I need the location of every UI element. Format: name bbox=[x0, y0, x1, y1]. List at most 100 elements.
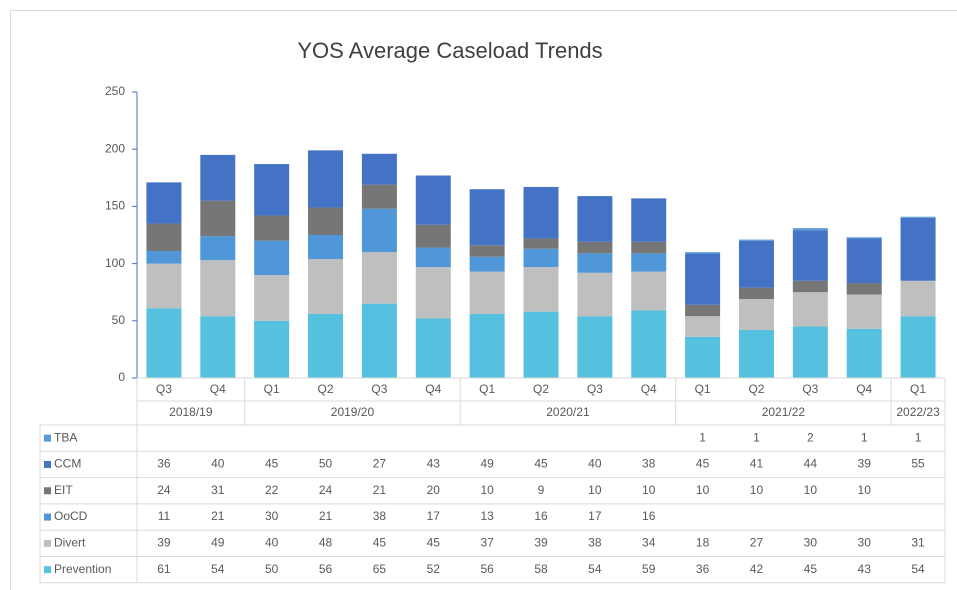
table-value: 45 bbox=[427, 536, 441, 550]
legend-swatch bbox=[44, 566, 51, 574]
bar-segment bbox=[631, 198, 667, 242]
bar-segment bbox=[631, 253, 667, 272]
y-tick-label: 150 bbox=[105, 199, 125, 213]
table-value: 38 bbox=[373, 509, 387, 523]
bar-segment bbox=[792, 326, 828, 378]
bar-segment bbox=[846, 294, 882, 329]
bar-segment bbox=[900, 316, 936, 378]
x-tick-label: Q4 bbox=[425, 382, 441, 396]
table-value: 45 bbox=[534, 457, 548, 471]
group-label: 2019/20 bbox=[331, 405, 375, 419]
bar-segment bbox=[200, 316, 236, 378]
group-label: 2018/19 bbox=[169, 405, 213, 419]
table-value: 45 bbox=[804, 562, 818, 576]
table-value: 10 bbox=[804, 483, 818, 497]
table-value: 40 bbox=[265, 536, 279, 550]
bar-segment bbox=[308, 150, 344, 208]
table-value: 48 bbox=[319, 536, 333, 550]
bar-segment bbox=[254, 215, 290, 241]
table-value: 61 bbox=[157, 562, 171, 576]
table-value: 40 bbox=[588, 457, 602, 471]
bar-segment bbox=[469, 189, 505, 246]
bar-segment bbox=[846, 238, 882, 284]
table-value: 31 bbox=[211, 483, 225, 497]
group-label: 2022/23 bbox=[896, 405, 940, 419]
legend-label: TBA bbox=[54, 430, 77, 444]
x-tick-label: Q1 bbox=[910, 382, 926, 396]
table-value: 43 bbox=[427, 457, 441, 471]
bar-segment bbox=[738, 299, 774, 330]
table-value: 24 bbox=[319, 483, 333, 497]
bar-segment bbox=[792, 292, 828, 327]
x-tick-label: Q3 bbox=[802, 382, 818, 396]
table-value: 17 bbox=[427, 509, 441, 523]
bar-segment bbox=[685, 252, 721, 254]
x-tick-label: Q3 bbox=[156, 382, 172, 396]
bar-segment bbox=[523, 238, 559, 249]
table-value: 55 bbox=[911, 457, 925, 471]
bar-segment bbox=[308, 235, 344, 260]
bar-segment bbox=[685, 253, 721, 305]
bar-segment bbox=[469, 256, 505, 272]
bar-segment bbox=[469, 245, 505, 257]
x-tick-label: Q3 bbox=[371, 382, 387, 396]
bar-segment bbox=[361, 184, 397, 209]
bar-segment bbox=[577, 241, 613, 254]
bar-segment bbox=[846, 283, 882, 295]
y-tick-label: 100 bbox=[105, 256, 125, 270]
bar-segment bbox=[200, 154, 236, 201]
bar-segment bbox=[415, 175, 451, 225]
table-value: 11 bbox=[158, 509, 171, 523]
x-tick-label: Q1 bbox=[264, 382, 280, 396]
table-value: 30 bbox=[858, 536, 872, 550]
table-value: 10 bbox=[588, 483, 602, 497]
table-value: 58 bbox=[534, 562, 548, 576]
legend-label: EIT bbox=[54, 483, 73, 497]
bar-segment bbox=[415, 318, 451, 378]
table-value: 1 bbox=[699, 430, 706, 444]
bar-segment bbox=[200, 260, 236, 317]
table-value: 38 bbox=[588, 536, 602, 550]
x-tick-label: Q4 bbox=[210, 382, 226, 396]
table-value: 16 bbox=[642, 509, 656, 523]
x-tick-label: Q2 bbox=[533, 382, 549, 396]
bar-segment bbox=[361, 153, 397, 185]
x-tick-label: Q1 bbox=[695, 382, 711, 396]
table-value: 30 bbox=[265, 509, 279, 523]
table-value: 65 bbox=[373, 562, 387, 576]
bar-segment bbox=[631, 310, 667, 378]
table-value: 31 bbox=[911, 536, 925, 550]
table-value: 50 bbox=[265, 562, 279, 576]
bar-segment bbox=[738, 287, 774, 300]
bar-segment bbox=[469, 313, 505, 378]
table-value: 30 bbox=[804, 536, 818, 550]
bar-segment bbox=[146, 182, 182, 224]
table-value: 1 bbox=[915, 430, 922, 444]
chart-frame bbox=[10, 10, 957, 590]
table-value: 20 bbox=[427, 483, 441, 497]
table-value: 22 bbox=[265, 483, 279, 497]
bar-segment bbox=[146, 251, 182, 264]
table-value: 17 bbox=[588, 509, 602, 523]
bar-segment bbox=[577, 272, 613, 317]
table-value: 36 bbox=[696, 562, 710, 576]
table-value: 40 bbox=[211, 457, 225, 471]
legend-label: Prevention bbox=[54, 562, 111, 576]
bar-segment bbox=[685, 336, 721, 378]
table-value: 45 bbox=[265, 457, 279, 471]
legend-swatch bbox=[44, 434, 51, 442]
bar-segment bbox=[685, 304, 721, 317]
bar-segment bbox=[900, 216, 936, 218]
bar-segment bbox=[523, 311, 559, 378]
table-value: 45 bbox=[696, 457, 710, 471]
bar-segment bbox=[900, 280, 936, 317]
bar-segment bbox=[146, 263, 182, 309]
table-value: 21 bbox=[373, 483, 387, 497]
y-tick-label: 200 bbox=[105, 141, 125, 155]
bar-segment bbox=[200, 236, 236, 261]
bar-segment bbox=[254, 164, 290, 216]
x-tick-label: Q3 bbox=[587, 382, 603, 396]
table-value: 37 bbox=[480, 536, 494, 550]
table-value: 18 bbox=[696, 536, 710, 550]
x-tick-label: Q1 bbox=[479, 382, 495, 396]
